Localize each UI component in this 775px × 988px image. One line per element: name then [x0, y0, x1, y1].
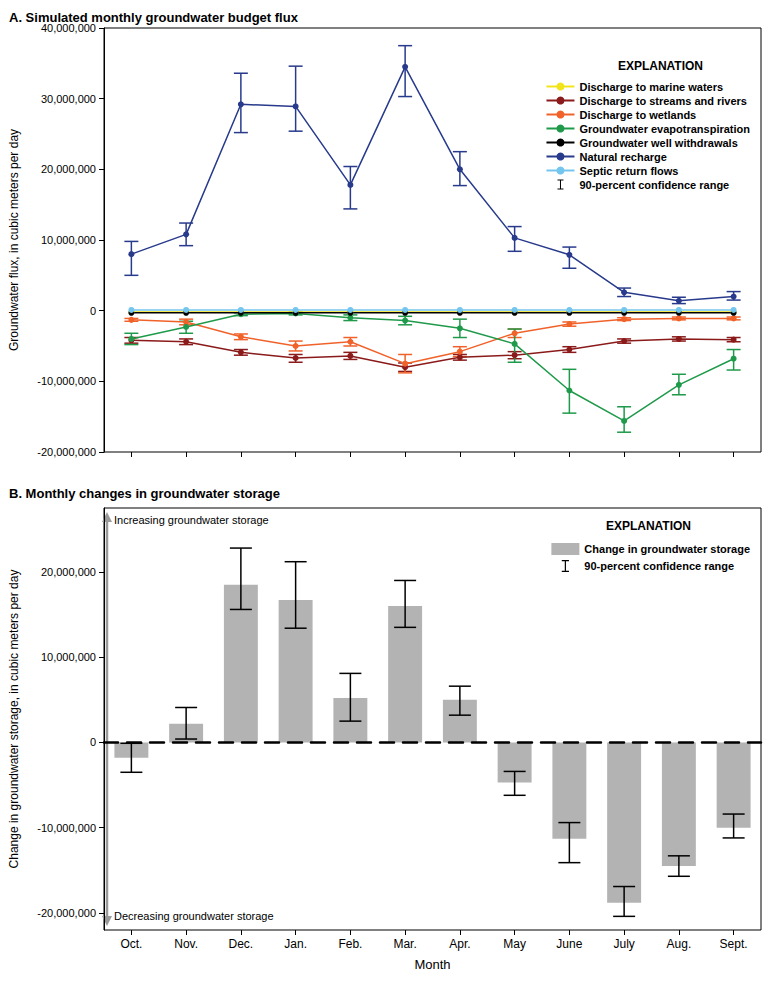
svg-text:Groundwater evapotranspiration: Groundwater evapotranspiration [579, 123, 750, 135]
svg-text:Sept.: Sept. [720, 937, 748, 951]
svg-text:20,000,000: 20,000,000 [41, 163, 96, 175]
svg-text:Discharge to marine waters: Discharge to marine waters [579, 81, 723, 93]
svg-text:-20,000,000: -20,000,000 [37, 907, 96, 919]
svg-text:A. Simulated monthly groundwat: A. Simulated monthly groundwater budget … [9, 10, 299, 25]
svg-text:Groundwater flux, in cubic met: Groundwater flux, in cubic meters per da… [7, 129, 21, 351]
svg-text:Natural recharge: Natural recharge [579, 151, 666, 163]
svg-text:Septic return flows: Septic return flows [579, 165, 678, 177]
svg-text:Nov.: Nov. [174, 937, 198, 951]
svg-text:Aug.: Aug. [667, 937, 692, 951]
svg-text:Feb.: Feb. [338, 937, 362, 951]
svg-text:Discharge to streams and river: Discharge to streams and rivers [579, 95, 747, 107]
svg-text:30,000,000: 30,000,000 [41, 93, 96, 105]
svg-text:10,000,000: 10,000,000 [41, 234, 96, 246]
svg-text:Apr.: Apr. [449, 937, 470, 951]
svg-text:-20,000,000: -20,000,000 [37, 446, 96, 458]
svg-text:10,000,000: 10,000,000 [41, 651, 96, 663]
svg-text:Jan.: Jan. [284, 937, 307, 951]
svg-text:EXPLANATION: EXPLANATION [618, 59, 703, 73]
svg-text:Discharge to wetlands: Discharge to wetlands [579, 109, 696, 121]
svg-text:90-percent confidence range: 90-percent confidence range [579, 179, 729, 191]
svg-text:Change in groundwater storage: Change in groundwater storage [584, 543, 750, 555]
svg-text:Decreasing groundwater storage: Decreasing groundwater storage [114, 910, 274, 922]
svg-text:90-percent confidence range: 90-percent confidence range [584, 560, 734, 572]
svg-text:Dec.: Dec. [229, 937, 254, 951]
svg-text:Mar.: Mar. [393, 937, 416, 951]
svg-text:EXPLANATION: EXPLANATION [606, 519, 691, 533]
svg-text:Groundwater well withdrawals: Groundwater well withdrawals [579, 137, 737, 149]
svg-text:Change in groundwater storage,: Change in groundwater storage, in cubic … [7, 570, 21, 869]
svg-text:Increasing groundwater storage: Increasing groundwater storage [114, 514, 269, 526]
svg-text:June: June [556, 937, 582, 951]
svg-text:0: 0 [90, 736, 96, 748]
svg-text:May: May [503, 937, 526, 951]
svg-text:Month: Month [414, 957, 450, 972]
svg-text:Oct.: Oct. [120, 937, 142, 951]
svg-text:-10,000,000: -10,000,000 [37, 375, 96, 387]
svg-text:B. Monthly changes in groundwa: B. Monthly changes in groundwater storag… [9, 486, 280, 501]
svg-text:0: 0 [90, 305, 96, 317]
svg-text:July: July [613, 937, 634, 951]
svg-text:20,000,000: 20,000,000 [41, 566, 96, 578]
svg-text:-10,000,000: -10,000,000 [37, 822, 96, 834]
svg-text:40,000,000: 40,000,000 [40, 22, 96, 34]
